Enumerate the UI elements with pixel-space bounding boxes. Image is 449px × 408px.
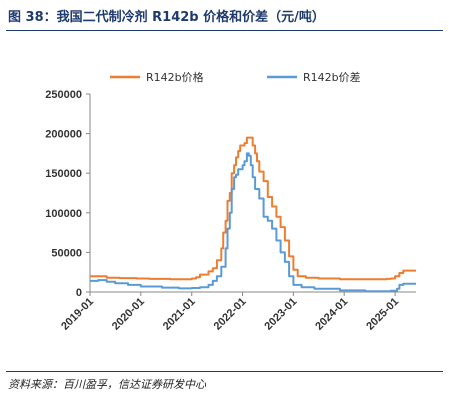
- series-line-price: [90, 136, 416, 281]
- legend-label: R142b价差: [303, 70, 361, 84]
- x-tick-label: 2022-01: [212, 296, 249, 333]
- x-tick-label: 2023-01: [262, 296, 299, 333]
- source-note: 资料来源：百川盈孚，信达证券研发中心: [8, 378, 206, 391]
- y-tick-label: 100000: [45, 208, 82, 220]
- x-tick-label: 2019-01: [59, 296, 96, 333]
- x-tick-label: 2025-01: [364, 296, 401, 333]
- x-axis: 2019-01 2020-01 2021-01 2022-01 2023-01 2024-…: [59, 291, 416, 333]
- figure-title: 图 38：我国二代制冷剂 R142b 价格和价差（元/吨）: [8, 10, 325, 25]
- series-layer: [90, 136, 416, 293]
- x-tick-label: 2020-01: [110, 296, 147, 333]
- y-tick-label: 150000: [45, 168, 82, 180]
- x-tick-label: 2021-01: [161, 296, 198, 333]
- y-tick-label: 50000: [51, 247, 82, 259]
- y-tick-label: 200000: [45, 129, 82, 141]
- legend: R142b价格 R142b价差: [110, 70, 361, 84]
- x-tick-label: 2024-01: [313, 296, 350, 333]
- title-divider: [6, 30, 443, 31]
- y-axis: 0 50000 100000 150000 200000 250000: [45, 89, 91, 299]
- y-tick-label: 0: [76, 287, 82, 299]
- legend-label: R142b价格: [146, 70, 204, 84]
- y-tick-label: 250000: [45, 89, 82, 101]
- source-divider: [6, 371, 443, 372]
- series-line-spread: [90, 152, 416, 293]
